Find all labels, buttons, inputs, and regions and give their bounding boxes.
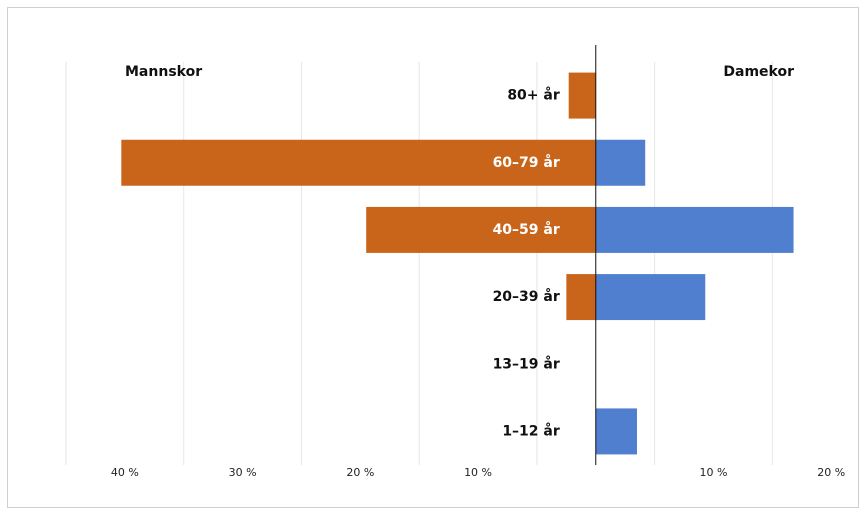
bar (595, 139, 646, 186)
category-label: 40–59 år (493, 221, 560, 238)
bar (568, 72, 596, 119)
bar (121, 139, 596, 186)
bar (595, 274, 706, 321)
bar (595, 408, 637, 455)
x-tick-label: 10 % (700, 466, 728, 479)
legend-label: Mannskor (125, 64, 202, 80)
category-label: 1–12 år (502, 422, 560, 439)
x-tick-label: 10 % (464, 466, 492, 479)
bar (566, 274, 596, 321)
category-label: 13–19 år (493, 355, 560, 372)
x-tick-label: 30 % (229, 466, 257, 479)
bar (595, 206, 794, 253)
category-label: 60–79 år (493, 154, 560, 171)
legend-label: Damekor (723, 64, 794, 80)
x-tick-label: 40 % (111, 466, 139, 479)
category-label: 80+ år (507, 87, 560, 104)
category-label: 20–39 år (493, 288, 560, 305)
chart-frame (7, 7, 859, 508)
bar (366, 206, 596, 253)
x-tick-label: 20 % (817, 466, 845, 479)
x-tick-label: 20 % (346, 466, 374, 479)
